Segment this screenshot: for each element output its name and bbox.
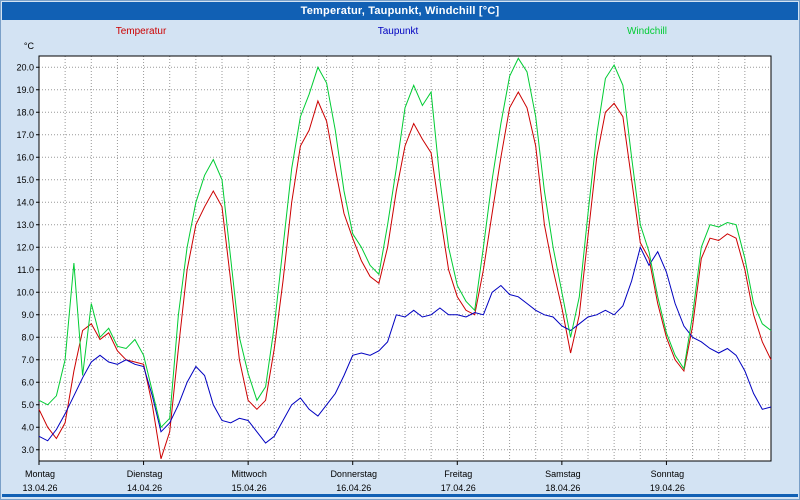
series-line-temperatur (38, 90, 772, 459)
y-tick-label: 17.0 (16, 130, 34, 140)
x-day-label: Montag (25, 469, 55, 479)
y-tick-label: 8.0 (21, 332, 34, 342)
plot-border (38, 55, 772, 462)
y-tick-label: 10.0 (16, 287, 34, 297)
x-date-label: 16.04.26 (336, 483, 371, 493)
x-date-label: 17.04.26 (441, 483, 476, 493)
legend-temperatur: Temperatur (115, 26, 167, 37)
window-bottom-edge (2, 494, 798, 497)
x-date-label: 14.04.26 (127, 483, 162, 493)
x-day-label: Donnerstag (330, 469, 377, 479)
chart-legend: Temperatur Taupunkt Windchill (1, 23, 799, 41)
y-axis-unit: °C (24, 41, 35, 51)
y-tick-label: 12.0 (16, 242, 34, 252)
x-day-label: Mittwoch (231, 469, 267, 479)
y-tick-label: 16.0 (16, 152, 34, 162)
y-tick-label: 7.0 (21, 355, 34, 365)
y-tick-label: 19.0 (16, 85, 34, 95)
x-date-label: 15.04.26 (232, 483, 267, 493)
x-date-label: 13.04.26 (22, 483, 57, 493)
x-date-label: 19.04.26 (650, 483, 685, 493)
y-tick-label: 20.0 (16, 62, 34, 72)
y-tick-label: 11.0 (17, 265, 34, 275)
x-day-label: Dienstag (127, 469, 163, 479)
y-tick-label: 9.0 (21, 310, 34, 320)
series-line-taupunkt (38, 245, 772, 444)
x-day-label: Freitag (444, 469, 472, 479)
series-line-windchill (38, 57, 772, 429)
window-title: Temperatur, Taupunkt, Windchill [°C] (2, 2, 798, 20)
legend-windchill: Windchill (626, 26, 668, 37)
legend-taupunkt: Taupunkt (377, 26, 419, 37)
y-tick-label: 4.0 (21, 422, 34, 432)
y-tick-label: 6.0 (21, 377, 34, 387)
y-tick-label: 5.0 (21, 400, 34, 410)
y-tick-label: 18.0 (16, 107, 34, 117)
x-day-label: Sonntag (651, 469, 685, 479)
y-tick-label: 13.0 (16, 220, 34, 230)
y-tick-label: 3.0 (21, 445, 34, 455)
y-tick-label: 14.0 (16, 197, 34, 207)
y-tick-label: 15.0 (16, 175, 34, 185)
x-date-label: 18.04.26 (545, 483, 580, 493)
x-day-label: Samstag (545, 469, 581, 479)
